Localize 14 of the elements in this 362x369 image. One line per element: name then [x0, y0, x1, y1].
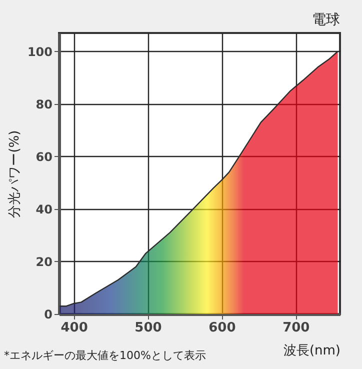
y-tick-label: 0 [44, 308, 52, 322]
y-tick-label: 80 [36, 97, 52, 112]
chart-title: 電球 [312, 12, 340, 28]
y-tick-label: 20 [36, 254, 52, 269]
x-tick-label: 600 [208, 320, 236, 336]
x-tick-label: 400 [60, 320, 88, 336]
y-axis-title: 分光パワー(%) [7, 130, 22, 218]
y-tick-label: 100 [27, 44, 52, 59]
x-axis-title: 波長(nm) [283, 344, 340, 358]
text: *エネルギーの最大値を100%として表示 [4, 349, 206, 362]
x-tick-label: 700 [282, 320, 310, 336]
y-tick-label: 40 [36, 202, 52, 216]
x-tick-label: 500 [134, 320, 162, 336]
y-tick-label: 60 [36, 150, 52, 164]
